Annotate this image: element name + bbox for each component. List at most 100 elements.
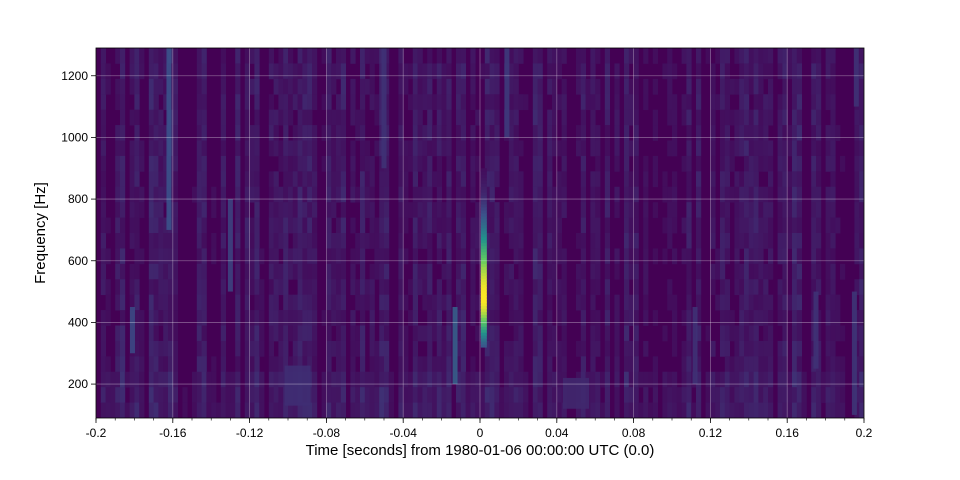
noise-cell	[398, 171, 404, 188]
noise-cell	[748, 371, 754, 388]
noise-cell	[552, 387, 558, 403]
noise-cell	[120, 63, 126, 80]
noise-cell	[763, 387, 769, 403]
noise-cell	[662, 402, 668, 418]
noise-cell	[436, 78, 442, 95]
noise-cell	[201, 294, 207, 311]
noise-cell	[480, 371, 486, 388]
noise-cell	[427, 233, 433, 249]
noise-cell	[134, 171, 140, 188]
noise-cell	[614, 140, 620, 157]
noise-cell	[667, 78, 673, 95]
noise-cell	[196, 94, 202, 111]
noise-cell	[643, 263, 649, 280]
noise-cell	[729, 155, 735, 172]
noise-cell	[412, 248, 418, 265]
noise-cell	[696, 325, 702, 342]
noise-cell	[235, 217, 241, 234]
noise-cell	[446, 402, 452, 418]
noise-cell	[744, 233, 750, 249]
noise-cell	[604, 140, 610, 157]
noise-cell	[427, 279, 433, 296]
noise-cell	[254, 402, 260, 418]
noise-cell	[796, 155, 802, 172]
noise-cell	[403, 340, 409, 357]
noise-cell	[273, 263, 279, 280]
noise-cell	[859, 233, 864, 249]
noise-cell	[374, 217, 380, 234]
noise-cell	[614, 356, 620, 373]
noise-cell	[201, 233, 207, 249]
noise-cell	[331, 263, 337, 280]
noise-cell	[158, 248, 164, 265]
noise-cell	[633, 356, 639, 373]
noise-cell	[816, 310, 822, 326]
noise-cell	[792, 94, 798, 111]
noise-cell	[792, 125, 798, 141]
noise-cell	[681, 340, 687, 357]
noise-cell	[830, 387, 836, 403]
noise-cell	[158, 63, 164, 80]
noise-cell	[604, 248, 610, 265]
noise-cell	[830, 140, 836, 157]
noise-cell	[283, 48, 289, 64]
noise-cell	[590, 387, 596, 403]
noise-cell	[782, 63, 788, 80]
noise-cell	[115, 340, 121, 357]
noise-cell	[446, 279, 452, 296]
noise-cell	[537, 202, 543, 218]
noise-cell	[100, 155, 106, 172]
noise-cell	[307, 171, 313, 188]
noise-cell	[475, 248, 481, 265]
noise-cell	[475, 387, 481, 403]
noise-cell	[561, 48, 567, 64]
noise-cell	[355, 109, 361, 126]
noise-cell	[484, 48, 490, 64]
noise-cell	[768, 155, 774, 172]
noise-cell	[235, 48, 241, 64]
noise-cell	[667, 294, 673, 311]
noise-cell	[350, 171, 356, 188]
noise-cell	[513, 248, 519, 265]
noise-cell	[604, 217, 610, 234]
noise-cell	[643, 340, 649, 357]
noise-cell	[350, 356, 356, 373]
noise-cell	[561, 155, 567, 172]
noise-cell	[120, 78, 126, 95]
noise-cell	[412, 202, 418, 218]
noise-cell	[340, 109, 346, 126]
noise-cell	[249, 310, 255, 326]
noise-cell	[172, 94, 178, 111]
x-tick-label: 0.04	[545, 426, 569, 440]
chirp-segment	[480, 335, 487, 339]
noise-cell	[268, 125, 274, 141]
noise-cell	[729, 109, 735, 126]
noise-cell	[417, 356, 423, 373]
noise-cell	[100, 48, 106, 64]
noise-cell	[297, 217, 303, 234]
noise-cell	[105, 294, 111, 311]
noise-cell	[696, 140, 702, 157]
noise-cell	[182, 387, 188, 403]
noise-cell	[758, 233, 764, 249]
noise-cell	[220, 125, 226, 141]
noise-cell	[576, 279, 582, 296]
noise-cell	[273, 325, 279, 342]
noise-cell	[312, 402, 318, 418]
noise-cell	[854, 402, 860, 418]
noise-cell	[580, 340, 586, 357]
noise-cell	[729, 325, 735, 342]
noise-cell	[628, 186, 634, 203]
noise-cell	[729, 387, 735, 403]
noise-cell	[374, 109, 380, 126]
noise-cell	[859, 325, 864, 342]
noise-cell	[595, 125, 601, 141]
noise-cell	[859, 387, 864, 403]
noise-cell	[796, 263, 802, 280]
noise-cell	[753, 217, 759, 234]
noise-cell	[268, 356, 274, 373]
noise-cell	[326, 186, 332, 203]
chirp-segment	[480, 314, 487, 318]
noise-cell	[235, 263, 241, 280]
noise-cell	[628, 387, 634, 403]
